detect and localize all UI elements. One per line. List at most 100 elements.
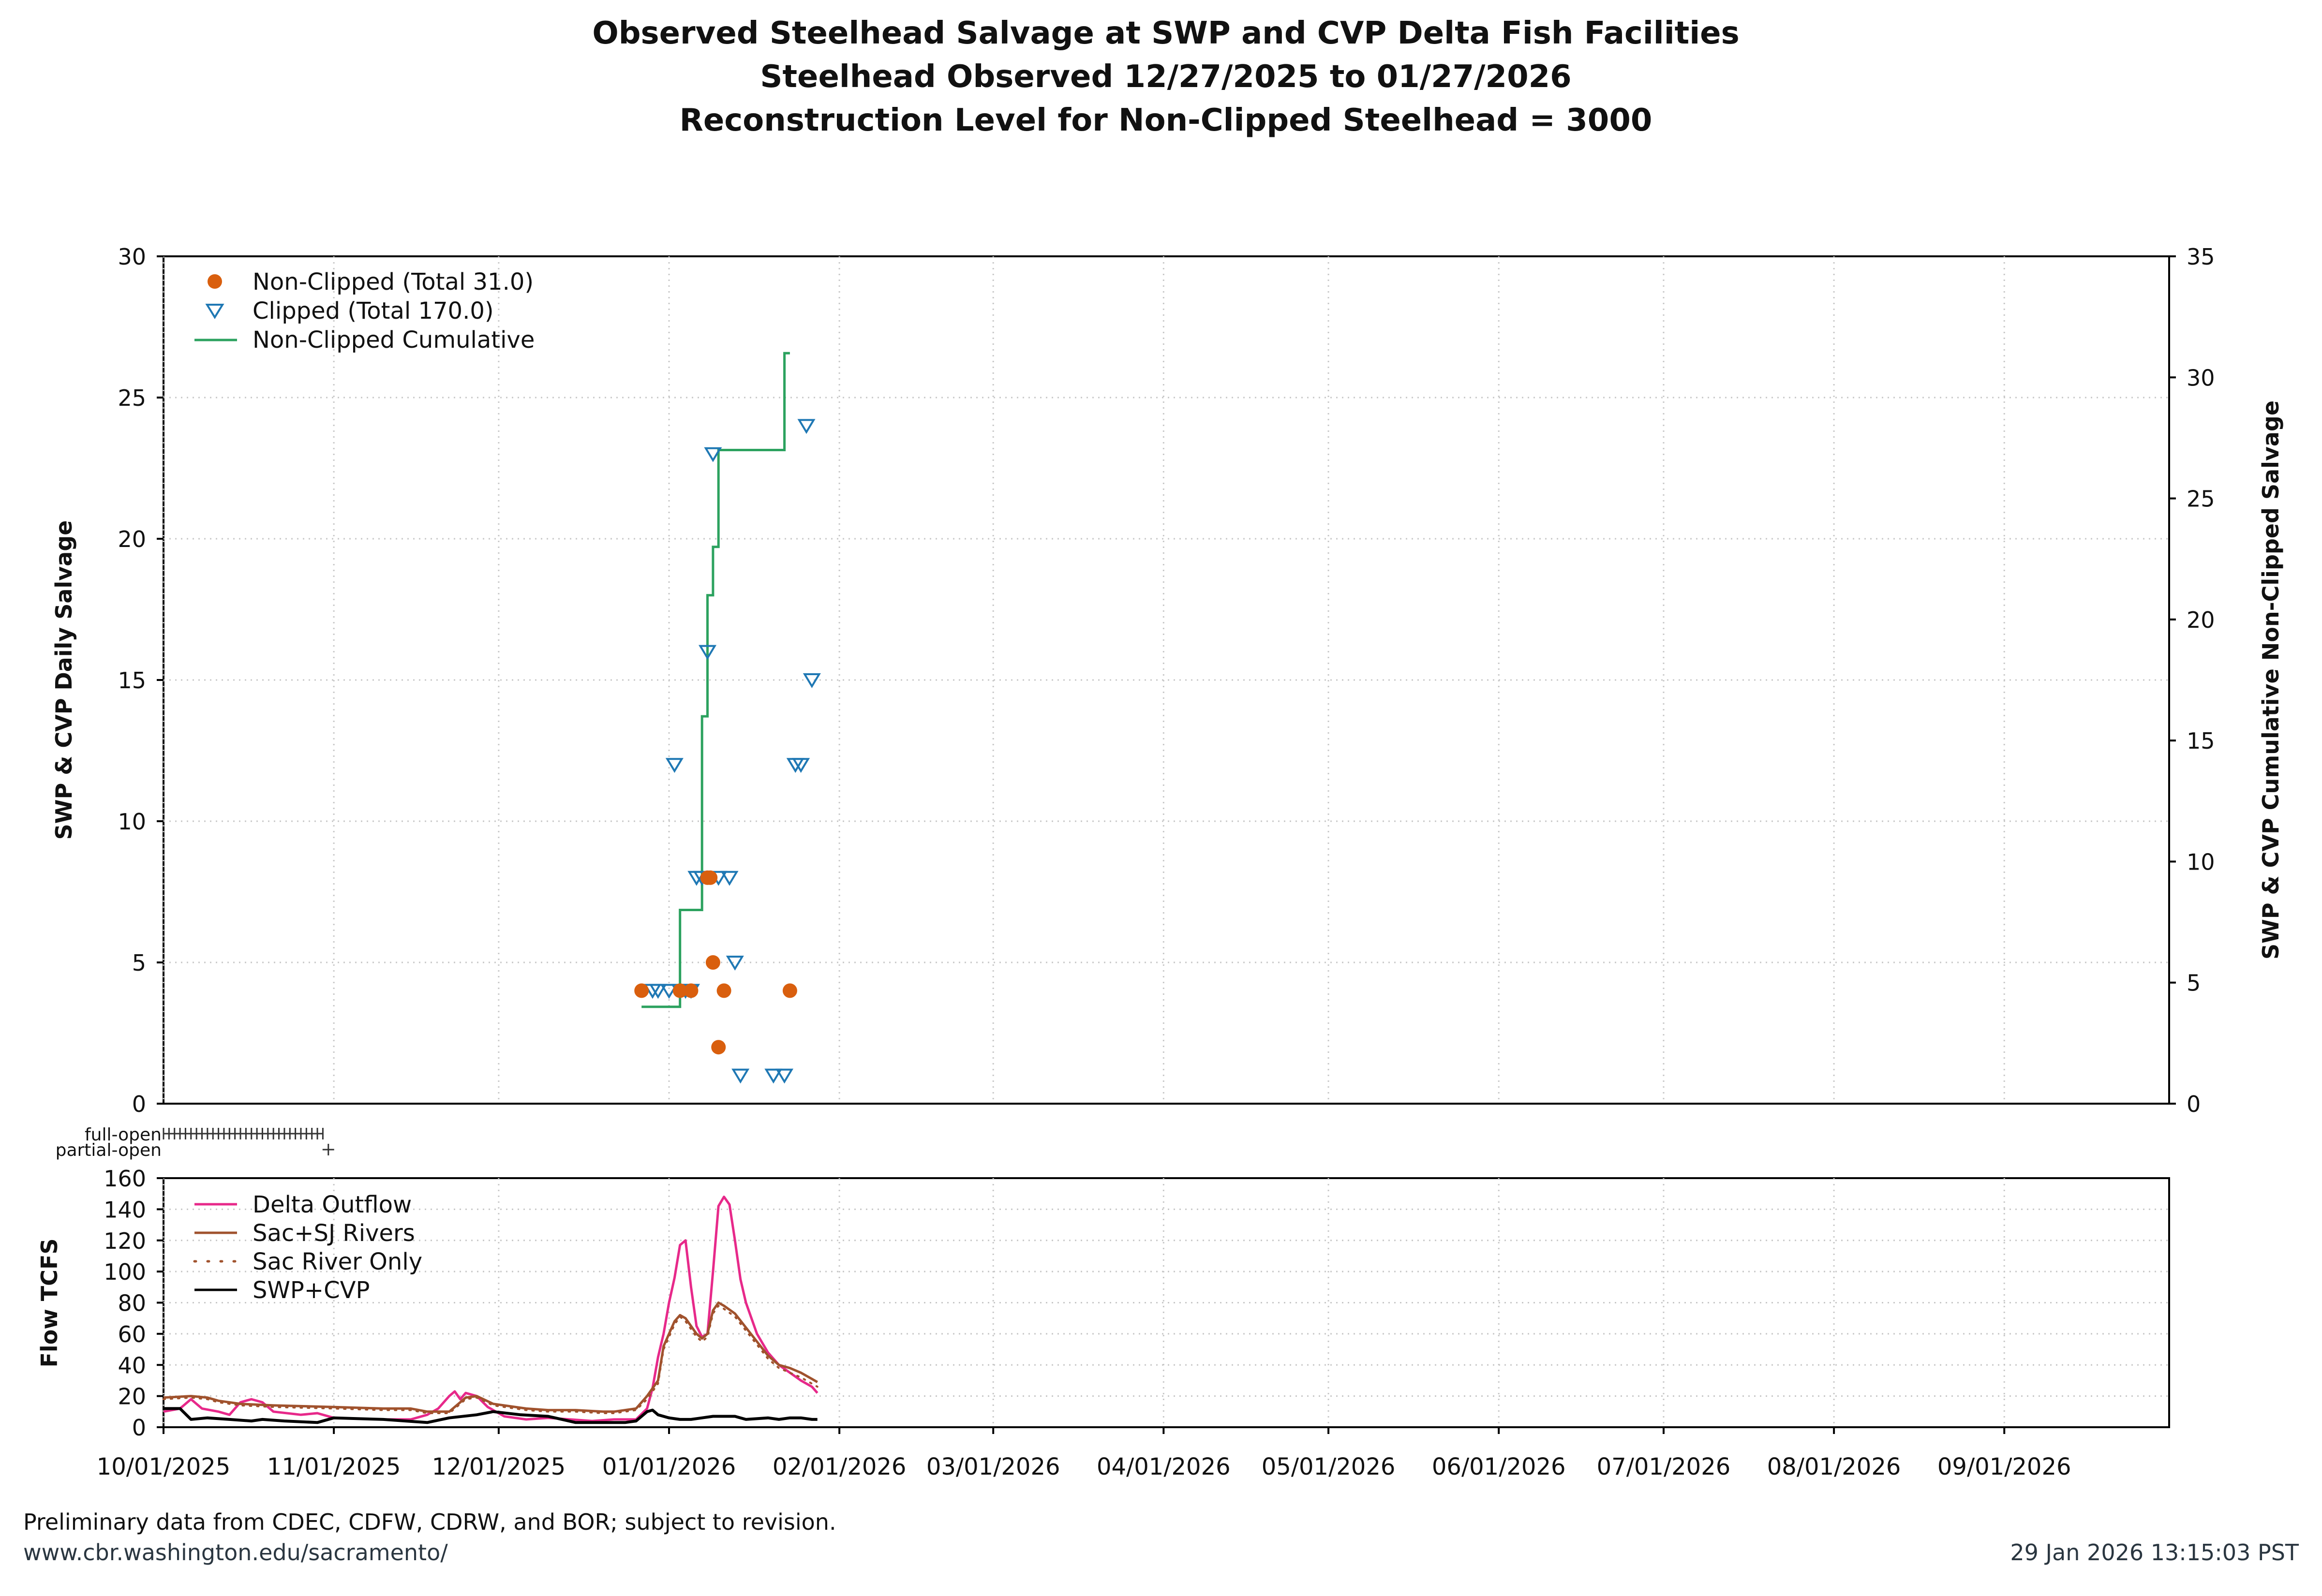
clipped-marker	[764, 1068, 783, 1084]
top-right-y-tick-label: 20	[2187, 607, 2215, 633]
x-tick-label: 08/01/2026	[1767, 1453, 1901, 1480]
legend-clipped-marker	[205, 304, 224, 319]
clipped-marker	[803, 673, 821, 688]
clipped-marker	[720, 871, 739, 886]
clipped-marker	[731, 1068, 750, 1084]
swp-cvp-line	[164, 1407, 818, 1424]
gate-full-open-label: full-open	[85, 1125, 162, 1145]
top-y-tick-label: 25	[118, 385, 146, 411]
top-right-y-tick-label: 35	[2187, 244, 2215, 270]
gate-partial-open-marks	[322, 1144, 334, 1155]
bottom-plot-y-axis-label: Flow TCFS	[36, 1239, 62, 1368]
bottom-plot-frame	[163, 1177, 2170, 1428]
x-tick-label: 03/01/2026	[926, 1453, 1060, 1480]
gate-full-open-marks	[163, 1128, 324, 1139]
x-tick-label: 06/01/2026	[1432, 1453, 1566, 1480]
bottom-plot-legend: Delta Outflow Sac+SJ Rivers Sac River On…	[193, 1191, 422, 1304]
x-tick-label: 02/01/2026	[773, 1453, 907, 1480]
bottom-y-tick-label: 20	[118, 1384, 146, 1410]
chart-title-line-2: Steelhead Observed 12/27/2025 to 01/27/2…	[760, 59, 1571, 95]
bottom-y-tick-label: 60	[118, 1321, 146, 1347]
generated-timestamp: 29 Jan 2026 13:15:03 PST	[2010, 1539, 2299, 1566]
delta-outflow-line	[163, 1196, 819, 1422]
top-y-tick-label: 0	[132, 1091, 146, 1117]
top-right-y-tick-label: 15	[2187, 728, 2215, 754]
chart-title-line-3: Reconstruction Level for Non-Clipped Ste…	[680, 103, 1652, 138]
top-y-tick-label: 15	[118, 667, 146, 694]
clipped-marker	[726, 956, 744, 971]
non-clipped-marker	[703, 870, 718, 885]
x-tick-label: 10/01/2025	[97, 1453, 231, 1480]
non-clipped-marker	[705, 955, 720, 970]
top-y-tick-label: 10	[118, 809, 146, 835]
legend-non-clipped-label: Non-Clipped (Total 31.0)	[253, 268, 534, 296]
top-plot-y-axis-label: SWP & CVP Daily Salvage	[51, 520, 77, 840]
non-clipped-marker	[634, 983, 649, 998]
gate-partial-open-label: partial-open	[56, 1140, 162, 1160]
clipped-marker	[649, 984, 667, 999]
x-tick-label: 07/01/2026	[1597, 1453, 1731, 1480]
clipped-marker	[698, 645, 717, 660]
sac-river-only-line	[163, 1304, 819, 1414]
top-salvage-plot: 0 5 10 15 20 25 30 0 5 10 15 20 25 30 35 SWP & CVP Da…	[51, 244, 2284, 1117]
top-y-tick-label: 30	[118, 244, 146, 270]
top-right-y-tick-label: 0	[2187, 1091, 2201, 1117]
non-clipped-cumulative-path	[641, 352, 790, 1008]
source-url: www.cbr.washington.edu/sacramento/	[23, 1539, 448, 1566]
x-tick-label: 01/01/2026	[602, 1453, 736, 1480]
top-y-tick-label: 5	[132, 950, 146, 976]
legend-cumulative-label: Non-Clipped Cumulative	[253, 326, 535, 354]
clipped-series	[643, 419, 821, 1084]
legend-sacsj-label: Sac+SJ Rivers	[253, 1220, 415, 1247]
bottom-y-tick-label: 100	[104, 1259, 146, 1285]
top-plot-y-ticks: 0 5 10 15 20 25 30	[118, 244, 164, 1117]
top-right-y-tick-label: 30	[2187, 365, 2215, 391]
top-plot-right-y-axis-label: SWP & CVP Cumulative Non-Clipped Salvage	[2258, 400, 2284, 960]
legend-non-clipped-marker	[208, 274, 222, 289]
clipped-marker	[775, 1068, 794, 1084]
legend-delta-outflow-label: Delta Outflow	[253, 1191, 412, 1218]
x-tick-label: 12/01/2025	[432, 1453, 566, 1480]
top-y-tick-label: 20	[118, 526, 146, 552]
non-clipped-marker	[684, 983, 699, 998]
non-clipped-series	[634, 870, 797, 1055]
legend-clipped-label: Clipped (Total 170.0)	[253, 297, 494, 325]
clipped-marker	[704, 447, 722, 462]
data-source-note: Preliminary data from CDEC, CDFW, CDRW, …	[23, 1509, 836, 1535]
bottom-plot-grid	[163, 1178, 2169, 1427]
top-right-y-tick-label: 10	[2187, 849, 2215, 875]
gate-status-strip: full-open partial-open	[56, 1125, 334, 1160]
bottom-y-tick-label: 80	[118, 1290, 146, 1316]
top-plot-frame	[163, 255, 2170, 1105]
legend-sac-river-label: Sac River Only	[253, 1248, 422, 1275]
non-clipped-marker	[716, 983, 731, 998]
x-tick-label: 04/01/2026	[1097, 1453, 1231, 1480]
top-plot-legend: Non-Clipped (Total 31.0) Clipped (Total …	[194, 268, 535, 354]
bottom-y-tick-label: 0	[132, 1415, 146, 1441]
bottom-y-tick-label: 160	[104, 1166, 146, 1192]
x-axis-ticks: 10/01/2025 11/01/2025 12/01/2025 01/01/2026…	[97, 1427, 2071, 1480]
top-right-y-tick-label: 25	[2187, 486, 2215, 512]
top-plot-grid	[163, 256, 2169, 1104]
non-clipped-marker	[711, 1040, 726, 1055]
clipped-marker	[797, 419, 816, 434]
chart-title: Observed Steelhead Salvage at SWP and CV…	[592, 15, 1739, 138]
clipped-marker	[660, 984, 678, 999]
legend-swp-cvp-label: SWP+CVP	[253, 1277, 370, 1304]
bottom-flow-plot: 0 20 40 60 80 100 120 140 160 10/01/2025 11/01/20…	[36, 1166, 2170, 1480]
non-clipped-cumulative-line	[641, 352, 790, 1008]
bottom-y-tick-label: 40	[118, 1352, 146, 1378]
top-right-y-tick-label: 5	[2187, 970, 2201, 996]
bottom-y-tick-label: 120	[104, 1228, 146, 1254]
flow-series	[163, 1196, 819, 1424]
non-clipped-marker	[672, 983, 687, 998]
x-tick-label: 11/01/2025	[267, 1453, 401, 1480]
clipped-marker	[665, 758, 684, 773]
bottom-y-tick-label: 140	[104, 1197, 146, 1223]
bottom-plot-y-ticks: 0 20 40 60 80 100 120 140 160	[104, 1166, 164, 1441]
clipped-marker	[792, 758, 810, 773]
top-plot-right-y-ticks: 0 5 10 15 20 25 30 35	[2169, 244, 2215, 1117]
x-tick-label: 05/01/2026	[1262, 1453, 1396, 1480]
chart-title-line-1: Observed Steelhead Salvage at SWP and CV…	[592, 15, 1739, 51]
